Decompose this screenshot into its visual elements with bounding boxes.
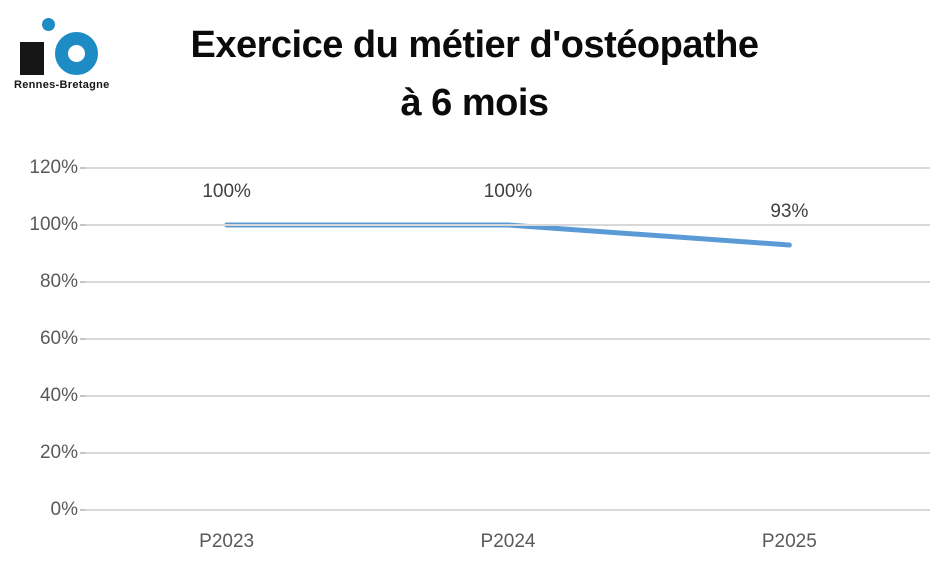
series-line (224, 222, 792, 248)
gridline (86, 395, 930, 397)
logo-blue-dot-icon (42, 18, 55, 31)
x-axis-category-label: P2023 (199, 531, 255, 552)
y-axis-tick-label: 100% (29, 214, 78, 235)
chart-title: Exercice du métier d'ostéopathe à 6 mois (0, 16, 949, 132)
logo-black-square-icon (20, 42, 44, 75)
y-axis-tick-label: 80% (39, 271, 78, 292)
y-axis-tick (80, 338, 86, 340)
y-axis-tick (80, 224, 86, 226)
logo: Rennes-Bretagne (0, 0, 120, 100)
chart-title-line1: Exercice du métier d'ostéopathe (190, 24, 759, 66)
y-axis-tick-label: 20% (39, 442, 78, 463)
logo-blue-ring-icon (55, 32, 98, 75)
y-axis-tick-label: 60% (39, 328, 78, 349)
chart-title-line2: à 6 mois (400, 82, 549, 124)
gridline (86, 281, 930, 283)
y-axis-tick (80, 167, 86, 169)
y-axis-tick-label: 120% (29, 157, 78, 178)
y-axis-tick (80, 509, 86, 511)
y-axis-tick (80, 281, 86, 283)
y-axis-tick-label: 40% (39, 385, 78, 406)
data-label: 100% (483, 181, 533, 202)
logo-text: Rennes-Bretagne (14, 79, 110, 91)
y-axis-tick (80, 452, 86, 454)
gridline (86, 452, 930, 454)
gridline (86, 509, 930, 511)
y-axis-tick-label: 0% (50, 499, 78, 520)
x-axis-category-label: P2024 (480, 531, 536, 552)
data-label: 100% (202, 181, 251, 202)
gridline (86, 224, 930, 226)
data-label: 93% (770, 200, 809, 222)
gridline (86, 167, 930, 169)
x-axis-category-label: P2025 (761, 531, 817, 552)
y-axis-tick (80, 395, 86, 397)
gridline (86, 338, 930, 340)
